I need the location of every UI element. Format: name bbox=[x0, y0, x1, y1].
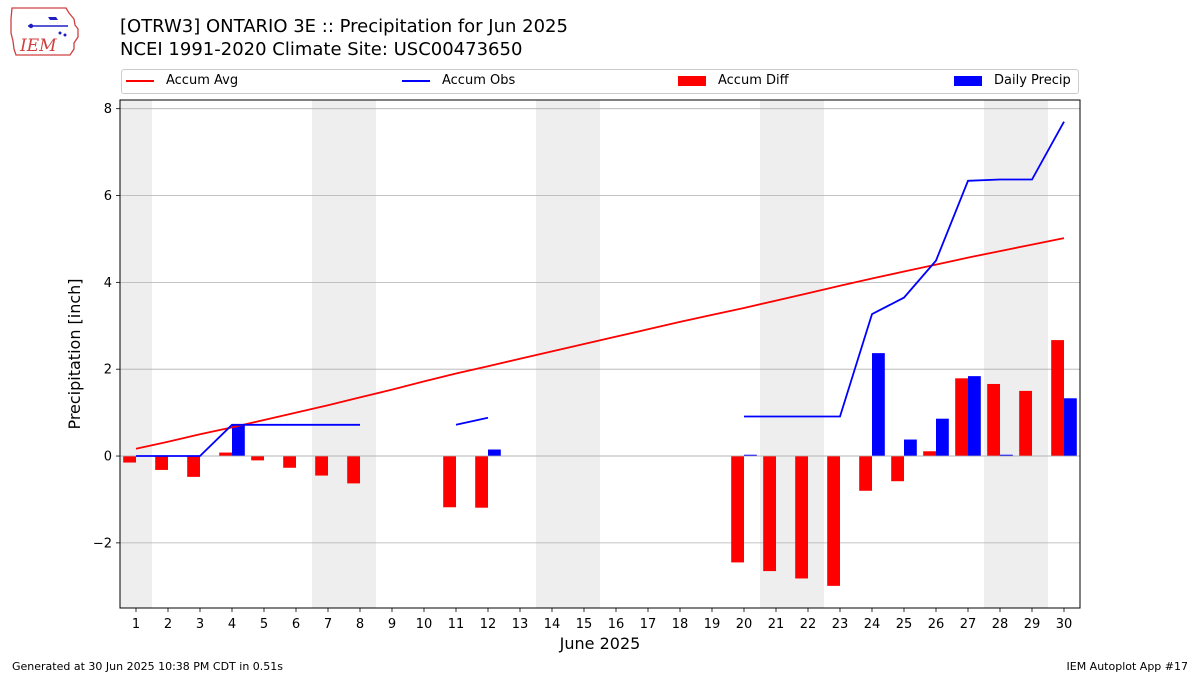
daily-precip-bar-27 bbox=[968, 376, 981, 457]
xtick-label-26: 26 bbox=[928, 617, 945, 632]
xtick-label-13: 13 bbox=[512, 617, 529, 632]
ytick-label-0: −2 bbox=[93, 536, 112, 551]
xtick-label-4: 4 bbox=[228, 617, 236, 632]
legend-swatch-accum-diff bbox=[678, 75, 706, 86]
accum-obs-line-1 bbox=[455, 416, 489, 426]
accum-diff-bar-22 bbox=[795, 456, 808, 579]
legend-item-accum-obs: Accum Obs bbox=[402, 73, 515, 88]
ytick-label-5: 8 bbox=[104, 102, 112, 117]
legend-item-accum-avg: Accum Avg bbox=[126, 73, 238, 88]
accum-diff-bar-26 bbox=[923, 451, 936, 457]
xtick-label-6: 6 bbox=[292, 617, 300, 632]
accum-diff-bar-6 bbox=[283, 456, 296, 468]
legend-label-accum-avg: Accum Avg bbox=[166, 73, 239, 88]
weekend-shade-15 bbox=[568, 100, 600, 608]
legend-swatch-daily-precip bbox=[954, 75, 982, 86]
xtick-label-19: 19 bbox=[704, 617, 721, 632]
xtick-label-27: 27 bbox=[960, 617, 977, 632]
accum-avg-line bbox=[135, 237, 1065, 450]
xtick-label-18: 18 bbox=[672, 617, 689, 632]
daily-precip-bar-24 bbox=[872, 353, 885, 457]
xtick-label-29: 29 bbox=[1024, 617, 1041, 632]
legend-item-accum-diff: Accum Diff bbox=[678, 73, 789, 88]
accum-diff-bar-7 bbox=[315, 456, 328, 476]
xtick-label-5: 5 bbox=[260, 617, 268, 632]
weekend-shade-8 bbox=[344, 100, 376, 608]
accum-diff-bar-4 bbox=[219, 452, 232, 457]
daily-precip-bar-26 bbox=[936, 418, 949, 457]
daily-precip-bar-28 bbox=[1000, 454, 1013, 457]
weekend-shade-1 bbox=[120, 100, 152, 608]
xtick-label-12: 12 bbox=[480, 617, 497, 632]
ytick-label-4: 6 bbox=[104, 189, 112, 204]
xtick-label-15: 15 bbox=[576, 617, 593, 632]
chart-subtitle: NCEI 1991-2020 Climate Site: USC00473650 bbox=[120, 39, 523, 60]
daily-precip-bar-20 bbox=[744, 454, 757, 457]
xtick-label-10: 10 bbox=[416, 617, 433, 632]
accum-diff-bar-12 bbox=[475, 456, 488, 508]
xtick-label-28: 28 bbox=[992, 617, 1009, 632]
accum-diff-bar-11 bbox=[443, 456, 456, 508]
accum-diff-bar-2 bbox=[155, 456, 168, 470]
legend-swatch-accum-obs bbox=[402, 79, 430, 82]
accum-diff-bar-27 bbox=[955, 378, 968, 457]
xtick-label-3: 3 bbox=[196, 617, 204, 632]
xtick-label-14: 14 bbox=[544, 617, 561, 632]
xtick-label-17: 17 bbox=[640, 617, 657, 632]
daily-precip-bar-12 bbox=[488, 449, 501, 457]
accum-diff-bar-29 bbox=[1019, 390, 1032, 457]
weekend-shade-7 bbox=[312, 100, 344, 608]
accum-obs-line-2 bbox=[744, 121, 1065, 418]
x-axis-label: June 2025 bbox=[559, 634, 641, 653]
accum-diff-bar-24 bbox=[859, 456, 872, 491]
iem-logo: IEM bbox=[8, 5, 82, 63]
xtick-label-11: 11 bbox=[448, 617, 465, 632]
accum-diff-bar-23 bbox=[827, 456, 840, 586]
xtick-label-7: 7 bbox=[324, 617, 332, 632]
legend-item-daily-precip: Daily Precip bbox=[954, 73, 1071, 88]
accum-diff-bar-28 bbox=[987, 383, 1000, 457]
xtick-label-23: 23 bbox=[832, 617, 849, 632]
legend-label-accum-obs: Accum Obs bbox=[442, 73, 516, 88]
xtick-label-9: 9 bbox=[388, 617, 396, 632]
xtick-label-21: 21 bbox=[768, 617, 785, 632]
ytick-label-2: 2 bbox=[104, 363, 112, 378]
logo-text: IEM bbox=[19, 36, 57, 56]
weekend-shade-28 bbox=[984, 100, 1016, 608]
accum-diff-bar-5 bbox=[251, 456, 264, 461]
chart-legend: Accum Avg Accum Obs Accum Diff Daily Pre… bbox=[121, 69, 1079, 94]
chart-title: [OTRW3] ONTARIO 3E :: Precipitation for … bbox=[120, 16, 568, 37]
xtick-label-20: 20 bbox=[736, 617, 753, 632]
xtick-label-25: 25 bbox=[896, 617, 913, 632]
y-axis-label: Precipitation [inch] bbox=[65, 278, 84, 429]
footer-app: IEM Autoplot App #17 bbox=[1066, 660, 1189, 673]
accum-obs-line-0 bbox=[136, 423, 360, 457]
daily-precip-bar-25 bbox=[904, 439, 917, 457]
accum-diff-bar-25 bbox=[891, 456, 904, 482]
ytick-label-3: 4 bbox=[104, 276, 112, 291]
legend-swatch-accum-avg bbox=[126, 79, 154, 82]
plot-frame bbox=[119, 99, 1081, 609]
xtick-label-24: 24 bbox=[864, 617, 881, 632]
legend-label-daily-precip: Daily Precip bbox=[994, 73, 1071, 88]
xtick-label-16: 16 bbox=[608, 617, 625, 632]
weekend-shade-29 bbox=[1016, 100, 1048, 608]
accum-diff-bar-8 bbox=[347, 456, 360, 484]
daily-precip-bar-30 bbox=[1064, 398, 1077, 457]
xtick-label-30: 30 bbox=[1056, 617, 1073, 632]
legend-label-accum-diff: Accum Diff bbox=[718, 73, 789, 88]
accum-diff-bar-1 bbox=[123, 456, 136, 463]
ytick-label-1: 0 bbox=[104, 450, 112, 465]
accum-diff-bar-21 bbox=[763, 456, 776, 572]
footer-generated: Generated at 30 Jun 2025 10:38 PM CDT in… bbox=[12, 660, 284, 673]
xtick-label-1: 1 bbox=[132, 617, 140, 632]
accum-diff-bar-3 bbox=[187, 456, 200, 477]
daily-precip-bar-4 bbox=[232, 424, 245, 457]
xtick-label-2: 2 bbox=[164, 617, 172, 632]
xtick-label-8: 8 bbox=[356, 617, 364, 632]
accum-diff-bar-30 bbox=[1051, 340, 1064, 457]
xtick-label-22: 22 bbox=[800, 617, 817, 632]
accum-diff-bar-20 bbox=[731, 456, 744, 563]
